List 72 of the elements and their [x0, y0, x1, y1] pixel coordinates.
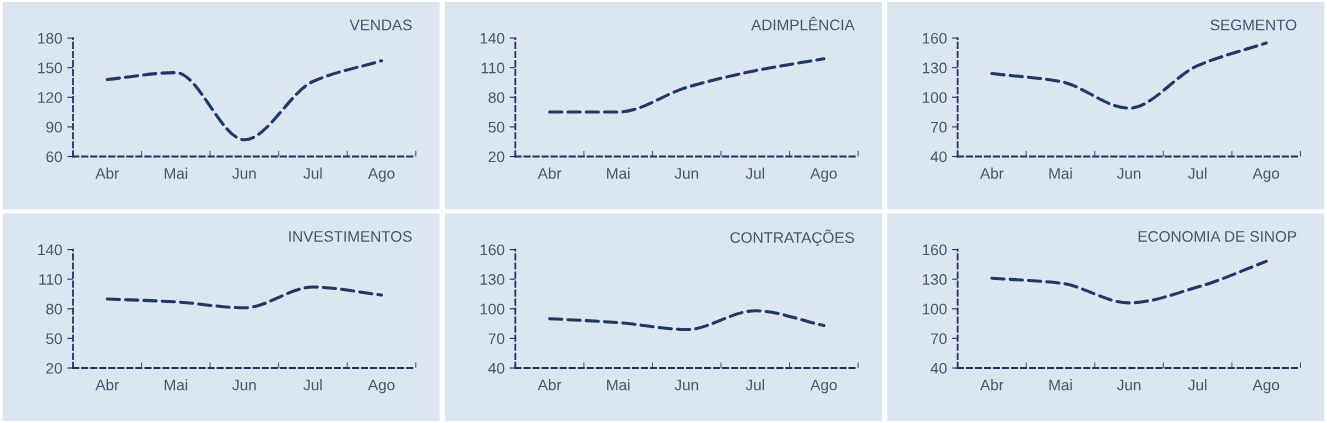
- line-series: [548, 309, 826, 332]
- y-tick-label: 20: [488, 151, 505, 163]
- y-tick-label: 160: [480, 244, 505, 256]
- y-tick-label: 100: [922, 92, 947, 103]
- x-tick-label: Mai: [164, 167, 188, 179]
- y-tick-label: 40: [930, 151, 947, 163]
- x-tick-label: Mai: [164, 379, 188, 391]
- y-tick-label: 40: [488, 362, 505, 374]
- x-tick-label: Jun: [1116, 379, 1141, 391]
- x-tick-label: Ago: [367, 379, 395, 394]
- x-tick-label: Jun: [232, 168, 256, 179]
- x-tick-label: Ago: [810, 168, 837, 182]
- y-tick-label: 180: [38, 32, 62, 44]
- y-tick-label: 130: [922, 62, 947, 74]
- x-tick-label: Ago: [810, 379, 837, 394]
- x-tick-label: Mai: [1049, 379, 1072, 391]
- y-tick-label: 160: [922, 244, 947, 256]
- x-tick-label: Mai: [607, 379, 630, 391]
- x-tick-label: Jul: [1188, 167, 1207, 179]
- x-tick-label: Abr: [980, 167, 1004, 179]
- y-tick-label: 20: [46, 362, 62, 374]
- y-tick-label: 160: [922, 32, 947, 44]
- y-tick-label: 80: [46, 303, 62, 315]
- y-tick-label: 90: [46, 121, 62, 133]
- x-tick-label: Abr: [95, 167, 119, 179]
- y-tick-label: 70: [931, 121, 947, 133]
- y-tick-label: 50: [46, 333, 62, 345]
- x-tick-label: Abr: [95, 379, 119, 391]
- line-series: [990, 41, 1268, 110]
- y-tick-label: 140: [38, 244, 62, 256]
- x-tick-label: Jul: [303, 167, 322, 179]
- x-tick-label: Ago: [1252, 168, 1280, 182]
- x-tick-label: Jun: [1116, 168, 1141, 179]
- y-tick-label: 130: [922, 274, 947, 285]
- x-tick-label: Abr: [980, 379, 1004, 391]
- y-tick-label: 120: [38, 92, 62, 103]
- y-tick-label: 130: [480, 274, 505, 285]
- line-series: [548, 57, 826, 114]
- y-tick-label: 60: [46, 151, 62, 163]
- y-tick-label: 100: [922, 303, 947, 315]
- y-tick-label: 80: [488, 92, 505, 103]
- line-series: [990, 259, 1268, 305]
- x-tick-label: Jul: [1188, 379, 1207, 391]
- x-tick-label: Jun: [232, 379, 256, 391]
- x-tick-label: Abr: [537, 167, 562, 179]
- line-series: [105, 285, 384, 310]
- x-tick-label: Mai: [607, 167, 630, 179]
- chart-title: SEGMENTO: [1210, 19, 1297, 31]
- chart-title: ECONOMIA DE SINOP: [1138, 231, 1297, 242]
- y-tick-label: 40: [930, 362, 947, 374]
- x-tick-label: Jun: [674, 168, 699, 179]
- y-tick-label: 110: [39, 274, 62, 285]
- y-tick-label: 140: [480, 32, 505, 44]
- x-tick-label: Ago: [1252, 379, 1280, 394]
- x-tick-label: Ago: [367, 168, 395, 182]
- y-tick-label: 150: [38, 62, 62, 74]
- y-tick-label: 70: [931, 333, 947, 345]
- chart-title: VENDAS: [349, 19, 412, 31]
- x-tick-label: Abr: [537, 379, 562, 391]
- x-tick-label: Jul: [745, 379, 765, 391]
- y-tick-label: 50: [488, 121, 505, 133]
- chart-title: ADIMPLÊNCIA: [751, 16, 855, 31]
- chart-title: CONTRATAÇÕES: [730, 229, 854, 247]
- x-tick-label: Jul: [745, 167, 765, 179]
- x-tick-label: Jun: [674, 379, 699, 391]
- y-tick-label: 110: [481, 62, 505, 74]
- x-tick-label: Mai: [1049, 167, 1072, 179]
- chart-title: INVESTIMENTOS: [289, 231, 412, 242]
- line-series: [105, 59, 384, 142]
- y-tick-label: 70: [488, 333, 505, 345]
- y-tick-label: 100: [480, 303, 505, 315]
- x-tick-label: Jul: [303, 379, 322, 391]
